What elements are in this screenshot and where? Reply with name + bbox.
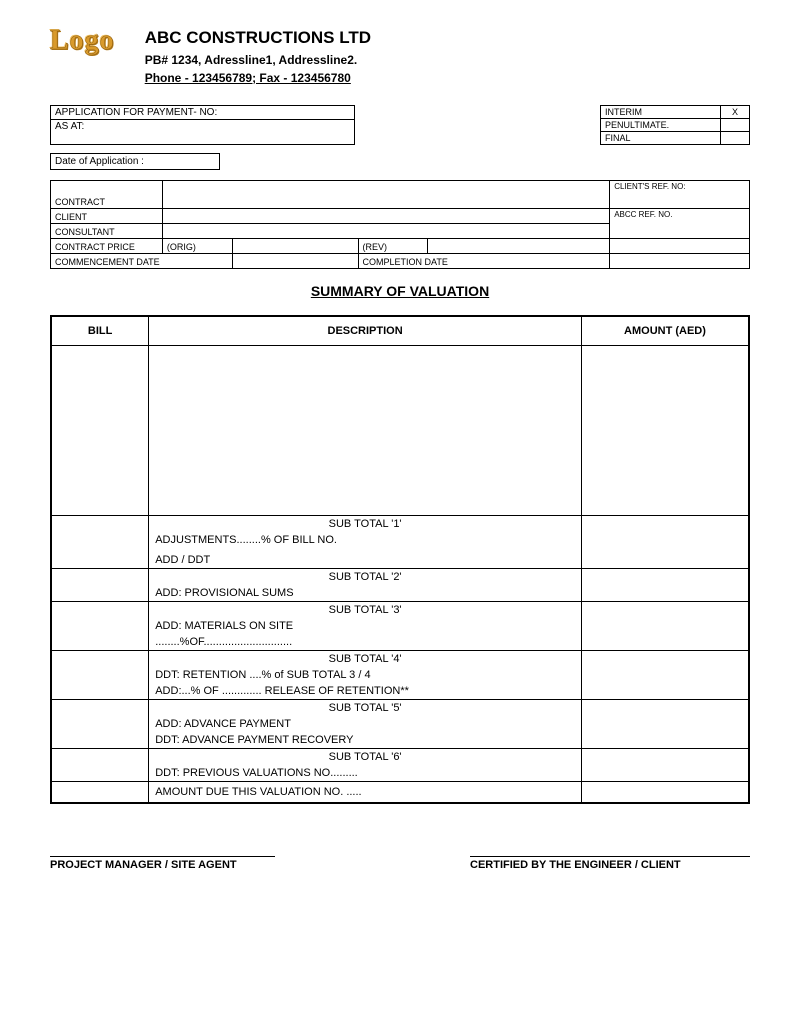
amount-due: AMOUNT DUE THIS VALUATION NO. ..... (149, 781, 582, 803)
interim-label: INTERIM (601, 106, 721, 118)
sub3: SUB TOTAL '3' (149, 601, 582, 618)
adjustments: ADJUSTMENTS........% OF BILL NO. (149, 532, 582, 548)
completion-label: COMPLETION DATE (358, 253, 610, 268)
commencement-label: COMMENCEMENT DATE (51, 253, 233, 268)
retention: DDT: RETENTION ....% of SUB TOTAL 3 / 4 (149, 667, 582, 683)
as-at-label: AS AT: (51, 120, 354, 133)
price-extra (610, 238, 750, 253)
blank-amount (581, 345, 749, 515)
company-address: PB# 1234, Adressline1, Addressline2. (145, 51, 371, 69)
company-info: ABC CONSTRUCTIONS LTD PB# 1234, Adressli… (145, 25, 371, 87)
col-desc: DESCRIPTION (149, 316, 582, 346)
completion-value (610, 253, 750, 268)
commencement-value (232, 253, 358, 268)
contract-price-label: CONTRACT PRICE (51, 238, 163, 253)
status-box: INTERIM X PENULTIMATE. FINAL (600, 105, 750, 145)
add-ddt: ADD / DDT (149, 548, 582, 569)
materials-of: ........%OF............................. (149, 634, 582, 651)
info-table: CONTRACT CLIENT'S REF. NO: CLIENT ABCC R… (50, 180, 750, 269)
orig-label: (ORIG) (162, 238, 232, 253)
final-label: FINAL (601, 132, 721, 144)
interim-value: X (721, 106, 749, 118)
logo: Logo (50, 25, 115, 57)
sub4: SUB TOTAL '4' (149, 650, 582, 667)
penultimate-label: PENULTIMATE. (601, 119, 721, 131)
blank-desc (149, 345, 582, 515)
footer-left: PROJECT MANAGER / SITE AGENT (50, 856, 275, 871)
client-ref-label: CLIENT'S REF. NO: (610, 180, 750, 208)
company-name: ABC CONSTRUCTIONS LTD (145, 25, 371, 51)
col-bill: BILL (51, 316, 149, 346)
client-label: CLIENT (51, 208, 163, 223)
rev-value (428, 238, 610, 253)
payment-no-label: APPLICATION FOR PAYMENT- NO: (51, 106, 354, 120)
date-application-box: Date of Application : (50, 153, 220, 170)
provisional: ADD: PROVISIONAL SUMS (149, 585, 582, 602)
application-box: APPLICATION FOR PAYMENT- NO: AS AT: (50, 105, 355, 145)
materials: ADD: MATERIALS ON SITE (149, 618, 582, 634)
top-row: APPLICATION FOR PAYMENT- NO: AS AT: INTE… (50, 105, 750, 145)
abcc-ref-label: ABCC REF. NO. (610, 208, 750, 238)
header: Logo ABC CONSTRUCTIONS LTD PB# 1234, Adr… (50, 25, 750, 87)
section-title: SUMMARY OF VALUATION (50, 283, 750, 299)
final-value (721, 132, 749, 144)
release: ADD:...% OF ............. RELEASE OF RET… (149, 683, 582, 700)
blank-bill (51, 345, 149, 515)
footer-right: CERTIFIED BY THE ENGINEER / CLIENT (470, 856, 750, 871)
orig-value (232, 238, 358, 253)
client-value (162, 208, 609, 223)
sub5: SUB TOTAL '5' (149, 699, 582, 716)
sub1: SUB TOTAL '1' (149, 515, 582, 532)
advance-recovery: DDT: ADVANCE PAYMENT RECOVERY (149, 732, 582, 749)
advance: ADD: ADVANCE PAYMENT (149, 716, 582, 732)
footer: PROJECT MANAGER / SITE AGENT CERTIFIED B… (50, 856, 750, 871)
sub2: SUB TOTAL '2' (149, 568, 582, 585)
col-amount: AMOUNT (AED) (581, 316, 749, 346)
company-phone: Phone - 123456789; Fax - 123456780 (145, 69, 371, 87)
penultimate-value (721, 119, 749, 131)
consultant-value (162, 223, 609, 238)
contract-value (162, 180, 609, 208)
sub6: SUB TOTAL '6' (149, 748, 582, 765)
contract-label: CONTRACT (51, 180, 163, 208)
consultant-label: CONSULTANT (51, 223, 163, 238)
rev-label: (REV) (358, 238, 428, 253)
previous: DDT: PREVIOUS VALUATIONS NO......... (149, 765, 582, 782)
valuation-table: BILL DESCRIPTION AMOUNT (AED) SUB TOTAL … (50, 315, 750, 804)
